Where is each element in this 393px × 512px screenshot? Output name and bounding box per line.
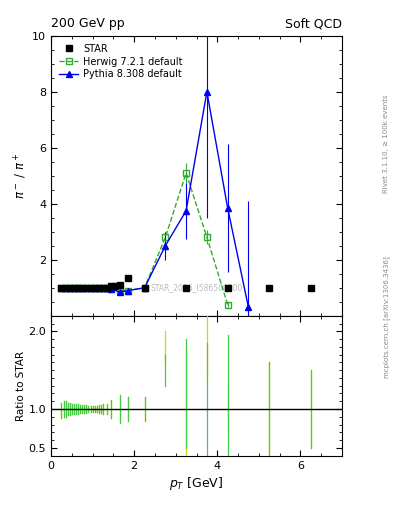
Y-axis label: $\pi^-$ / $\pi^+$: $\pi^-$ / $\pi^+$ xyxy=(13,153,29,199)
X-axis label: $p_T$ [GeV]: $p_T$ [GeV] xyxy=(169,475,224,492)
Y-axis label: Ratio to STAR: Ratio to STAR xyxy=(16,351,26,421)
Text: 200 GeV pp: 200 GeV pp xyxy=(51,17,125,30)
Text: mcplots.cern.ch [arXiv:1306.3436]: mcplots.cern.ch [arXiv:1306.3436] xyxy=(383,257,390,378)
Text: Soft QCD: Soft QCD xyxy=(285,17,342,30)
Text: STAR_2006_I586500200: STAR_2006_I586500200 xyxy=(150,283,243,292)
Legend: STAR, Herwig 7.2.1 default, Pythia 8.308 default: STAR, Herwig 7.2.1 default, Pythia 8.308… xyxy=(56,40,185,82)
Text: Rivet 3.1.10, ≥ 100k events: Rivet 3.1.10, ≥ 100k events xyxy=(383,94,389,193)
